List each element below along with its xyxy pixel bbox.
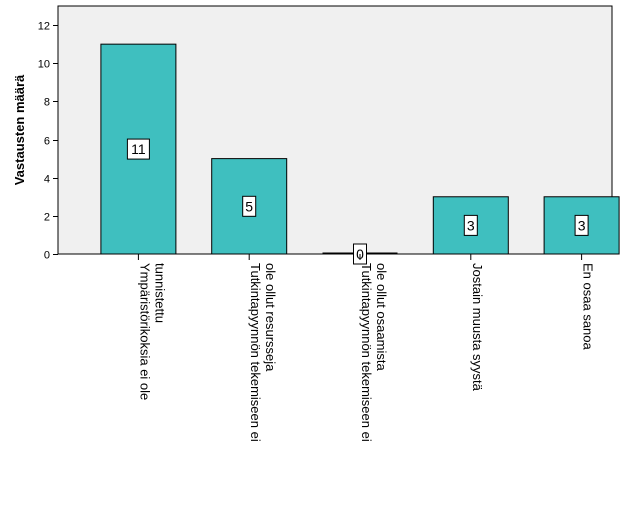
y-tick-label: 10 xyxy=(38,59,50,71)
x-tick-label-line: ole ollut osaamista xyxy=(374,263,389,371)
data-label: 3 xyxy=(467,217,475,233)
data-label: 3 xyxy=(578,217,586,233)
x-tick-label: En osaa sanoa xyxy=(581,263,596,351)
data-label: 11 xyxy=(131,141,146,157)
y-tick-label: 4 xyxy=(44,174,50,186)
data-label-box xyxy=(574,214,589,236)
x-tick-label-line: Tutkintapyynnön tekemiseen ei xyxy=(359,263,374,442)
x-tick-label-line: En osaa sanoa xyxy=(581,263,596,351)
y-tick-label: 2 xyxy=(44,212,50,224)
x-tick-label-line: tunnistettu xyxy=(152,263,167,323)
x-tick-label: Tutkintapyynnön tekemiseen ei ole ollut o… xyxy=(359,263,389,442)
x-tick-label-line: ole ollut resursseja xyxy=(263,263,278,372)
y-axis-label: Vastausten määrä xyxy=(12,74,27,185)
data-label-box xyxy=(463,214,478,236)
x-tick-label: Ympäristörikoksia ei ole tunnistettu xyxy=(137,263,167,400)
y-tick-label: 12 xyxy=(38,21,50,33)
x-tick-label: Tutkintapyynnön tekemiseen ei ole ollut r… xyxy=(248,263,278,442)
x-tick-label-line: Jostain muusta syystä xyxy=(470,263,485,392)
x-tick-label-line: Tutkintapyynnön tekemiseen ei xyxy=(248,263,263,442)
x-tick-label: Jostain muusta syystä xyxy=(470,263,485,392)
data-label-box xyxy=(126,138,150,160)
y-tick-label: 8 xyxy=(44,97,50,109)
x-tick-label-line: Ympäristörikoksia ei ole xyxy=(137,263,152,400)
data-label-box xyxy=(242,195,257,217)
y-tick-label: 0 xyxy=(44,250,50,262)
y-tick-label: 6 xyxy=(44,136,50,148)
data-label: 5 xyxy=(245,198,253,214)
